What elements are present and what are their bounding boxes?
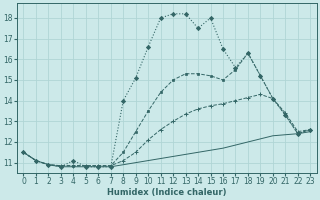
X-axis label: Humidex (Indice chaleur): Humidex (Indice chaleur): [107, 188, 227, 197]
